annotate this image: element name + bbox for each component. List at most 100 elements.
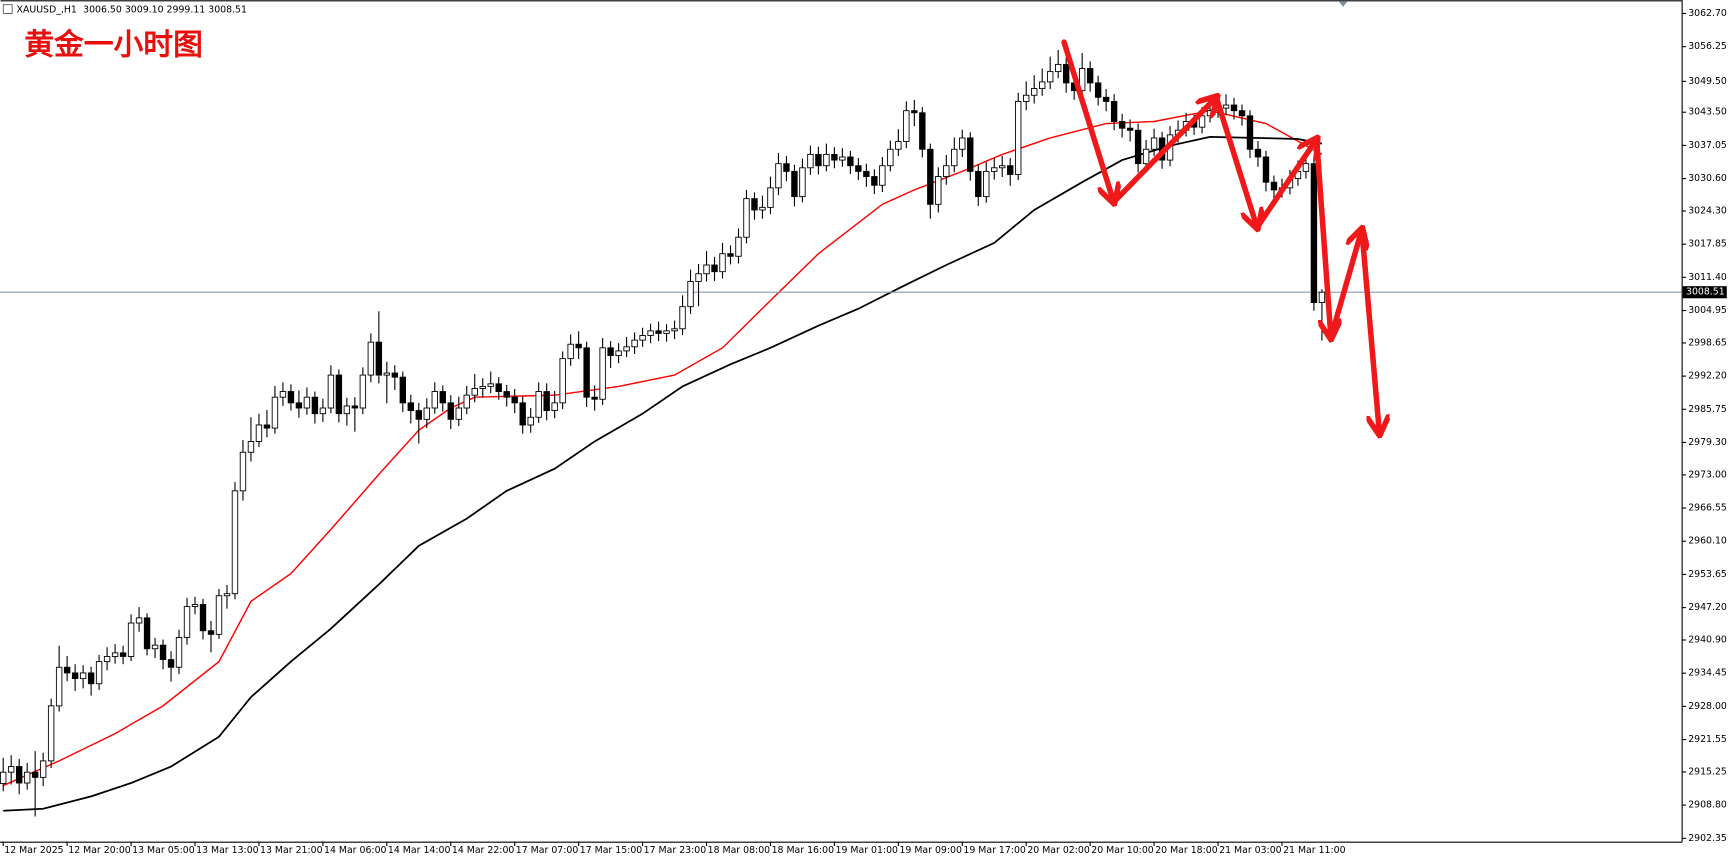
candle-body (79, 672, 87, 680)
y-tick-label: 3049.50 (1688, 76, 1727, 87)
candle-body (1118, 121, 1126, 129)
arrow (1061, 39, 1114, 202)
candle-body (559, 358, 566, 404)
candle-body (335, 374, 343, 415)
candle-body (535, 391, 542, 418)
candle-body (375, 341, 383, 376)
candle-body (479, 385, 486, 389)
candle-body (1039, 81, 1046, 90)
candle-body (1094, 82, 1102, 98)
candle-body (271, 396, 279, 429)
candle-body (623, 346, 630, 352)
x-tick-label: 17 Mar 15:00 (580, 845, 643, 856)
chart-title: 黄金一小时图 (24, 27, 203, 61)
candle-body (999, 165, 1006, 169)
candle-body (407, 402, 415, 412)
candle-body (855, 165, 862, 172)
candle-body (455, 407, 462, 420)
candle-body (463, 394, 470, 409)
candle-body (199, 604, 207, 632)
arrow (1213, 94, 1257, 227)
x-tick-label: 20 Mar 18:00 (1155, 845, 1218, 856)
candle-body (663, 330, 670, 334)
candle-body (943, 165, 950, 177)
y-tick-label: 3062.70 (1688, 8, 1727, 19)
header: XAUUSD_,H1 3006.50 3009.10 2999.11 3008.… (17, 4, 247, 15)
candle-body (911, 110, 918, 114)
candle-body (1031, 88, 1038, 96)
x-tick-label: 13 Mar 21:00 (260, 845, 323, 856)
y-tick-label: 3043.50 (1688, 107, 1727, 118)
y-tick-label: 3037.05 (1688, 140, 1727, 151)
candle-body (655, 330, 662, 334)
candle-body (39, 760, 47, 778)
candle-body (791, 170, 798, 198)
candle-body (471, 388, 478, 396)
candle-body (1007, 165, 1014, 175)
candle-body (31, 771, 39, 778)
x-tick-label: 17 Mar 07:00 (516, 845, 579, 856)
candle-body (15, 766, 23, 784)
candle-body (615, 350, 622, 356)
candle-body (1126, 127, 1134, 131)
candle-body (135, 617, 143, 624)
arrow (1254, 139, 1317, 231)
x-tick-label: 21 Mar 11:00 (1283, 845, 1346, 856)
y-tick-label: 3017.85 (1688, 239, 1727, 250)
y-tick-label: 2947.20 (1688, 602, 1727, 613)
candle-body (191, 604, 199, 608)
candle-body (895, 141, 902, 150)
y-tick-label: 2915.25 (1688, 766, 1727, 777)
candle-body (575, 343, 582, 349)
candle-body (719, 253, 726, 273)
candle-body (831, 153, 838, 161)
candle-body (255, 424, 263, 442)
candle-body (879, 165, 886, 186)
candle-body (127, 622, 135, 657)
candle-body (287, 391, 295, 404)
y-tick-label: 2921.55 (1688, 734, 1727, 745)
x-tick-label: 14 Mar 06:00 (324, 845, 387, 856)
candle-body (727, 253, 734, 257)
x-tick-label: 17 Mar 23:00 (644, 845, 707, 856)
candle-body (991, 167, 998, 172)
candle-body (359, 374, 367, 409)
moving-average (3, 136, 1323, 812)
candle-body (743, 198, 750, 238)
moving-average (2, 109, 1323, 787)
header-low: 2999.11 (167, 4, 206, 15)
candle-body (327, 374, 335, 409)
candle-body (1142, 148, 1150, 165)
candle-body (279, 391, 287, 398)
candle-body (1134, 129, 1142, 165)
candle-body (167, 659, 175, 668)
y-tick-label: 2953.65 (1688, 569, 1727, 580)
y-tick-label: 2940.90 (1688, 635, 1727, 646)
candle-body (0, 771, 7, 784)
candle-body (119, 652, 127, 657)
candle-body (47, 705, 55, 762)
candle-body (551, 402, 558, 412)
candle-body (415, 410, 422, 420)
candle-body (583, 347, 590, 398)
candle-body (495, 383, 502, 392)
candle-body (1230, 104, 1238, 112)
candle-body (207, 630, 215, 635)
candle-body (1222, 104, 1230, 109)
candle-body (767, 187, 774, 208)
candle-body (1110, 100, 1118, 122)
candle-body (111, 652, 119, 657)
y-tick-label: 2928.00 (1688, 701, 1727, 712)
candle-body (927, 148, 934, 205)
header-close: 3008.51 (208, 4, 247, 15)
header-open: 3006.50 (83, 4, 122, 15)
x-tick-label: 13 Mar 05:00 (132, 845, 195, 856)
candle-body (343, 405, 351, 415)
candle-body (823, 153, 830, 167)
candle-body (607, 347, 614, 356)
candle-body (447, 402, 454, 420)
x-tick-label: 14 Mar 14:00 (388, 845, 451, 856)
candle-body (527, 416, 534, 426)
candle-body (1246, 115, 1254, 150)
